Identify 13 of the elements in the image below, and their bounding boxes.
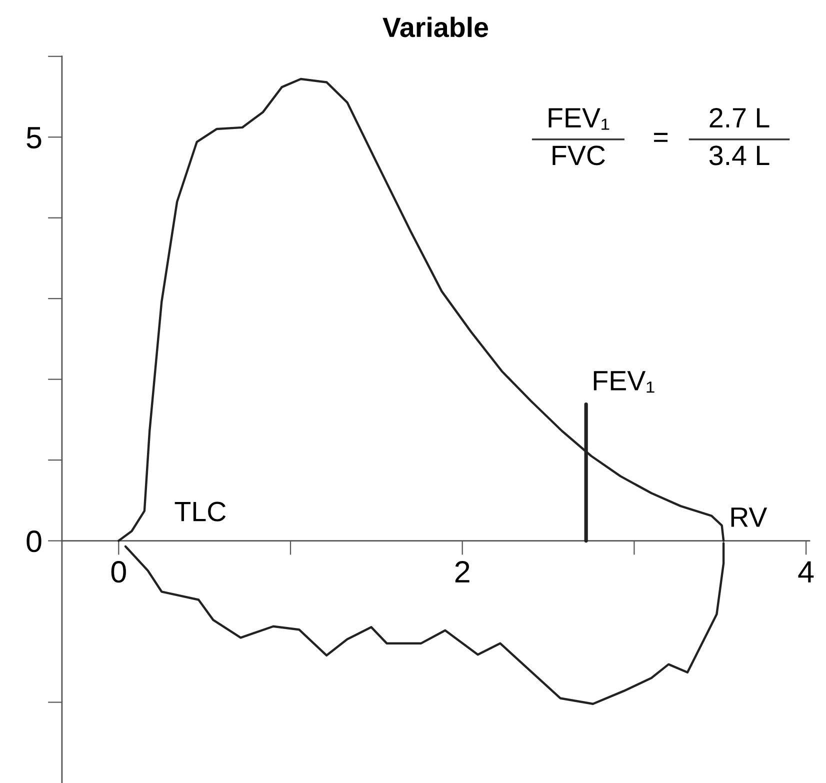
annotation: FVC: [552, 146, 605, 166]
annotation: FEV₁: [594, 371, 654, 393]
annotation: FEV₁: [548, 108, 610, 130]
x-tick-label: 0: [111, 561, 126, 583]
annotation: 3.4 L: [709, 146, 770, 166]
annotation: RV: [731, 508, 768, 527]
annotation: =: [654, 132, 668, 142]
annotation: TLC: [174, 502, 226, 522]
y-tick-label: 5: [26, 127, 42, 148]
annotation: 2.7 L: [710, 108, 770, 128]
x-tick-label: 2: [455, 561, 470, 582]
x-tick-label: 4: [798, 561, 814, 582]
chart-title: Variable: [382, 16, 488, 38]
